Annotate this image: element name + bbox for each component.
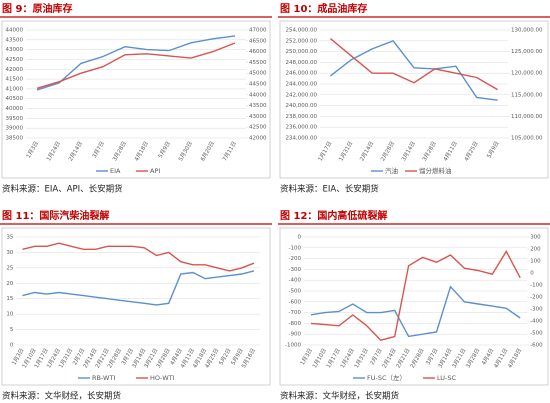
source-note: 资料来源：文华财经，长安期货 xyxy=(280,391,400,402)
y-tick-label: -200 xyxy=(289,256,302,262)
y2-tick-label: -600 xyxy=(530,343,543,349)
y-tick-label: 43500 xyxy=(6,37,24,43)
y-tick-label: 41000 xyxy=(6,86,24,92)
y2-tick-label: -100 xyxy=(530,283,543,289)
series-line xyxy=(22,270,255,306)
y-tick-label: 15 xyxy=(6,296,13,302)
y-tick-label: 236,000.00 xyxy=(286,125,318,131)
y-tick-label: 20 xyxy=(6,281,13,287)
y-tick-label: 39000 xyxy=(6,126,24,132)
series-line xyxy=(310,249,521,341)
series-line xyxy=(36,42,236,89)
y2-tick-label: 300 xyxy=(530,235,541,241)
series-line xyxy=(36,35,236,91)
y-tick-label: 10 xyxy=(6,312,13,318)
y2-tick-label: 42500 xyxy=(249,125,267,131)
y2-tick-label: 100 xyxy=(530,259,541,265)
y-tick-label: -300 xyxy=(289,267,302,273)
y2-tick-label: 42000 xyxy=(249,136,267,142)
y-tick-label: 35 xyxy=(6,235,13,241)
y2-tick-label: 105,000.00 xyxy=(511,136,543,142)
y-tick-label: 0 xyxy=(298,235,302,241)
y-tick-label: 242,000.00 xyxy=(286,92,318,98)
legend-label: 汽油 xyxy=(385,166,398,175)
y-tick-label: 42500 xyxy=(6,57,24,63)
y-tick-label: 252,000.00 xyxy=(286,38,318,44)
series-line xyxy=(310,285,521,338)
y-tick-label: 0 xyxy=(10,343,14,349)
y2-tick-label: 115,000.00 xyxy=(511,92,543,98)
y-tick-label: 238,000.00 xyxy=(286,114,318,120)
panel-title: 图 10：成品油库存 xyxy=(280,2,367,15)
y-tick-label: 40000 xyxy=(6,106,24,112)
y-tick-label: 44000 xyxy=(6,28,24,34)
y2-tick-label: 43500 xyxy=(249,103,267,109)
y-tick-label: 39500 xyxy=(6,116,24,122)
y-tick-label: 30 xyxy=(6,250,13,256)
legend-label: API xyxy=(150,167,160,175)
y2-tick-label: 120,000.00 xyxy=(511,71,543,77)
y-tick-label: -700 xyxy=(289,310,302,316)
y2-tick-label: -500 xyxy=(530,331,543,337)
y2-tick-label: 125,000.00 xyxy=(511,49,543,55)
legend-label: FU-SC（左） xyxy=(367,373,406,382)
y-tick-label: -100 xyxy=(289,245,302,251)
y2-tick-label: 46000 xyxy=(249,49,267,55)
y2-tick-label: 200 xyxy=(530,247,541,253)
legend-label: HO-WTI xyxy=(150,374,175,382)
y-tick-label: -900 xyxy=(289,332,302,338)
y-tick-label: 41500 xyxy=(6,77,24,83)
y2-tick-label: -400 xyxy=(530,319,543,325)
legend-label: RB-WTI xyxy=(92,374,115,382)
source-note: 资料来源：文华财经，长安期货 xyxy=(2,391,122,402)
legend-label: LU-SC xyxy=(437,374,457,382)
y-tick-label: 38500 xyxy=(6,136,24,142)
y-tick-label: 254,000.00 xyxy=(286,28,318,34)
series-line xyxy=(329,39,498,101)
y2-tick-label: 45000 xyxy=(249,71,267,77)
chart-frame xyxy=(279,20,549,179)
panel-title: 图 12：国内高低硫裂解 xyxy=(280,209,387,222)
y2-tick-label: 0 xyxy=(530,271,534,277)
y-tick-label: 248,000.00 xyxy=(286,60,318,66)
legend-label: EIA xyxy=(110,167,121,175)
panel-title: 图 11：国际汽柴油裂解 xyxy=(2,209,109,222)
y-tick-label: 5 xyxy=(10,327,14,333)
y-tick-label: 244,000.00 xyxy=(286,82,318,88)
y-tick-label: -1000 xyxy=(285,343,301,349)
y2-tick-label: 43000 xyxy=(249,114,267,120)
y2-tick-label: 46500 xyxy=(249,38,267,44)
y2-tick-label: -300 xyxy=(530,307,543,313)
y2-tick-label: 130,000.00 xyxy=(511,28,543,34)
y-tick-label: 40500 xyxy=(6,96,24,102)
source-note: 资料来源：EIA、API、长安期货 xyxy=(2,184,123,195)
y2-tick-label: 45500 xyxy=(249,60,267,66)
y-tick-label: -800 xyxy=(289,321,302,327)
series-line xyxy=(22,242,255,272)
y-tick-label: 250,000.00 xyxy=(286,49,318,55)
y-tick-label: 234,000.00 xyxy=(286,136,318,142)
y2-tick-label: 47000 xyxy=(249,28,267,34)
y-tick-label: 43000 xyxy=(6,47,24,53)
y-tick-label: 246,000.00 xyxy=(286,71,318,77)
y2-tick-label: 44000 xyxy=(249,92,267,98)
chart-frame xyxy=(279,227,549,386)
y2-tick-label: 44500 xyxy=(249,82,267,88)
source-note: 资料来源：EIA、长安期货 xyxy=(280,184,379,195)
y2-tick-label: -200 xyxy=(530,295,543,301)
y-tick-label: -500 xyxy=(289,289,302,295)
y2-tick-label: 110,000.00 xyxy=(511,114,543,120)
y-tick-label: -400 xyxy=(289,278,302,284)
y-tick-label: -600 xyxy=(289,299,302,305)
y-tick-label: 42000 xyxy=(6,67,24,73)
y-tick-label: 25 xyxy=(6,265,13,271)
series-line xyxy=(329,38,498,91)
legend-label: 馏分燃料油 xyxy=(419,166,452,175)
panel-title: 图 9：原油库存 xyxy=(2,2,72,15)
chart-frame xyxy=(1,227,271,386)
y-tick-label: 240,000.00 xyxy=(286,103,318,109)
